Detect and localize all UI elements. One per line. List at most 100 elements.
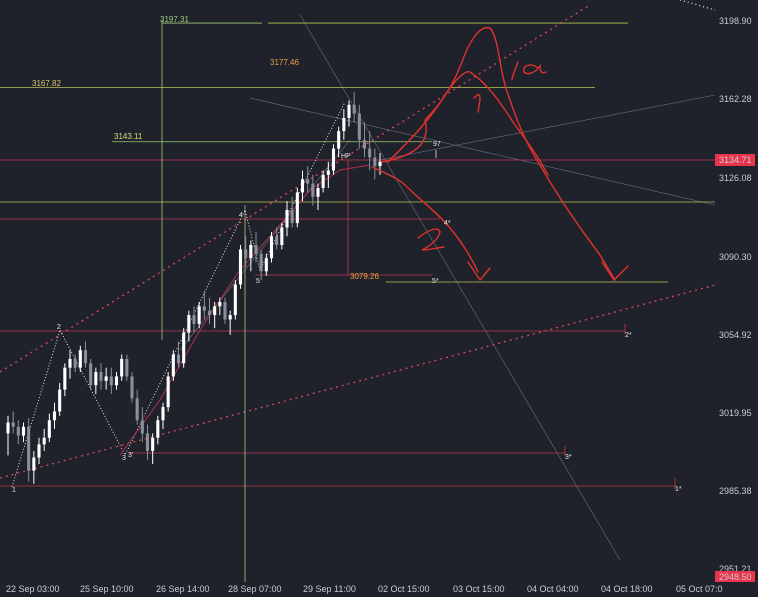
candle-body — [104, 376, 108, 381]
level-label-3079: 3079.26 — [350, 272, 379, 281]
candle-body — [337, 131, 341, 149]
candle-body — [238, 249, 243, 285]
time-axis-tick: 04 Oct 04:00 — [527, 584, 579, 594]
price-axis-tick: 3090.30 — [719, 252, 752, 262]
candle-body — [58, 389, 62, 412]
candle-body — [244, 249, 248, 259]
candle-body — [187, 315, 191, 333]
ann-digit-1a-b — [523, 63, 547, 75]
candle-body — [316, 188, 320, 197]
candle-body — [233, 284, 237, 316]
wave-label-2: 2 — [57, 324, 61, 331]
diagonal-line-3 — [379, 94, 716, 161]
candle-body — [83, 350, 88, 364]
candle-body — [357, 113, 361, 140]
candles — [6, 91, 382, 484]
candle-body — [362, 139, 367, 149]
price-axis-bg — [715, 0, 758, 597]
ann-path-1a — [381, 26, 616, 281]
candle-body — [171, 354, 175, 377]
time-axis-tick: 03 Oct 15:00 — [453, 584, 505, 594]
candle-body — [285, 209, 289, 228]
time-axis-tick: 25 Sep 10:00 — [80, 584, 134, 594]
level-label-3143: 3143.11 — [114, 132, 143, 141]
candle-body — [99, 372, 103, 381]
level-labels: 3197.31 3177.46 3167.82 3143.11 3079.26 1 2 3 3'… — [12, 15, 682, 494]
candle-body — [166, 376, 170, 408]
candle-body — [207, 310, 212, 316]
candle-body — [264, 258, 268, 272]
candle-body — [368, 148, 372, 158]
candle-body — [120, 358, 124, 377]
candle-body — [249, 244, 253, 259]
candle-body — [373, 157, 377, 167]
time-axis-tick: 28 Sep 07:00 — [228, 584, 282, 594]
wave-label-3: 3 — [122, 455, 126, 462]
candle-body — [223, 301, 227, 320]
ann-path-2 — [371, 166, 479, 273]
price-axis-tick: 3126.08 — [719, 173, 752, 183]
candle-body — [269, 236, 274, 259]
candle-body — [140, 420, 144, 434]
candle-body — [73, 358, 77, 368]
handwritten-annotations — [371, 26, 629, 282]
wave-label-97: 97 — [433, 141, 441, 148]
candle-body — [21, 426, 26, 436]
time-axis-tick: 26 Sep 14:00 — [156, 584, 210, 594]
candle-body — [47, 420, 51, 438]
candle-body — [156, 420, 160, 438]
candle-body — [52, 411, 57, 421]
price-axis-tick: 3198.90 — [719, 16, 752, 26]
ann-digit-2 — [417, 228, 445, 251]
current-price-badge-bg — [715, 154, 755, 166]
price-axis-tick: 3054.92 — [719, 330, 752, 340]
candle-body — [311, 183, 315, 197]
candle-body — [254, 244, 258, 254]
low-price-badge-bg — [715, 571, 755, 582]
candle-body — [176, 354, 181, 364]
candle-body — [275, 236, 279, 245]
candle-body — [197, 306, 201, 324]
wave-label-4s: 4* — [444, 220, 451, 227]
candle-body — [68, 358, 72, 368]
candle-body — [326, 170, 330, 175]
diagonal-line-2 — [249, 97, 716, 206]
ann-digit-1a-a — [511, 61, 519, 81]
wave-label-5: 5 — [256, 278, 260, 285]
candle-body — [63, 367, 67, 390]
candle-body — [27, 426, 31, 471]
candle-body — [202, 306, 206, 311]
trend-line-upper — [0, 4, 591, 373]
ann-digit-1 — [473, 93, 481, 113]
candle-body — [321, 174, 325, 189]
candle-body — [213, 306, 217, 316]
candle-body — [11, 422, 15, 427]
time-axis-bg — [0, 582, 715, 597]
price-axis-tick: 2985.38 — [719, 486, 752, 496]
candle-body — [114, 376, 119, 386]
ann-path-1 — [387, 71, 549, 176]
candle-body — [192, 315, 196, 324]
candle-body — [89, 363, 93, 386]
candle-body — [182, 332, 186, 364]
time-axis-tick: 05 Oct 07:0 — [676, 584, 723, 594]
candle-body — [16, 426, 20, 436]
wave-label-2s: 2* — [625, 332, 632, 339]
candle-body — [161, 407, 165, 421]
price-axis-tick: 3019.95 — [719, 408, 752, 418]
price-axis-tick: 2951.21 — [719, 564, 752, 574]
candle-body — [228, 315, 232, 320]
candle-body — [32, 457, 36, 471]
candle-body — [218, 301, 222, 307]
candle-body — [378, 161, 382, 167]
candle-body — [280, 227, 284, 245]
candle-body — [6, 422, 10, 434]
candle-body — [130, 376, 134, 399]
price-axis-tick: 3162.28 — [719, 94, 752, 104]
candle-body — [342, 117, 346, 132]
ann-arrow-2 — [467, 261, 491, 282]
candle-body — [94, 372, 98, 386]
candle-body — [109, 376, 113, 386]
